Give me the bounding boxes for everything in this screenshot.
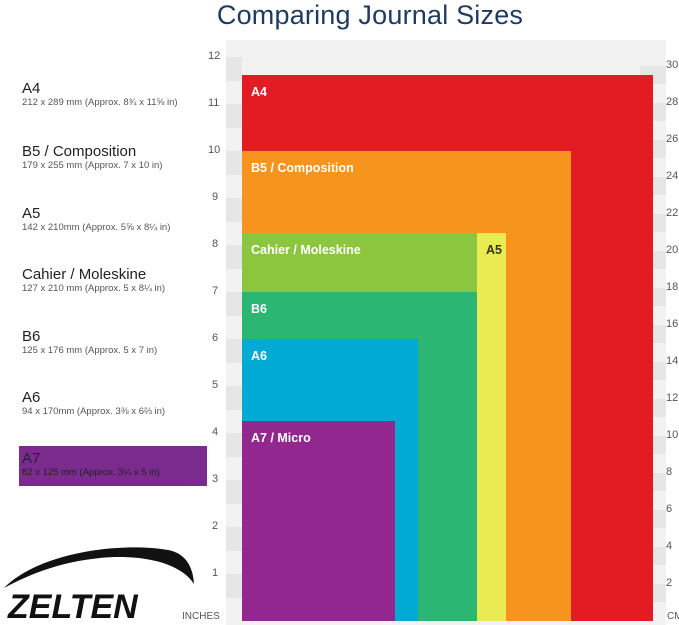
legend-name: B5 / Composition (22, 143, 137, 160)
inch-tick-label: 10 (208, 144, 221, 156)
inches-axis-label: INCHES (182, 611, 220, 622)
shape-label: A7 / Micro (251, 431, 311, 446)
cm-tick-label: 26 (666, 132, 679, 145)
shape-a7-micro: A7 / Micro (242, 421, 395, 621)
inch-tick-label: 3 (212, 473, 219, 485)
legend-name: A5 (22, 205, 41, 222)
legend-name: A4 (22, 80, 41, 97)
legend-dims: 125 x 176 mm (Approx. 5 x 7 in) (22, 345, 158, 356)
inch-tick-label: 6 (212, 332, 219, 344)
cm-tick-label: 8 (666, 465, 673, 478)
inch-stripe (226, 386, 242, 410)
inch-stripe (226, 527, 242, 551)
cm-tick-label: 28 (666, 95, 679, 108)
cm-tick-label: 20 (666, 243, 679, 256)
inch-tick-label: 2 (212, 520, 219, 532)
legend-dims: 82 x 125 mm (Approx. 3¼ x 5 in) (22, 467, 160, 478)
size-comparison-chart: 1 2 3 4 5 6 7 8 9 10 11 12 2 4 6 8 10 12 14 16 18 20 22 24 26 28… (182, 38, 679, 625)
legend-dims: 212 x 289 mm (Approx. 8¾ x 11⅝ in) (22, 97, 178, 108)
inch-tick-label: 5 (212, 379, 219, 391)
inch-stripe (226, 433, 242, 457)
page-title: Comparing Journal Sizes (216, 0, 524, 30)
legend-dims: 94 x 170mm (Approx. 3⅜ x 6⅔ in) (22, 406, 166, 417)
cm-tick-label: 22 (666, 206, 679, 219)
legend-dims: 127 x 210 mm (Approx. 5 x 8¼ in) (22, 283, 166, 294)
legend-item-a4: A4 212 x 289 mm (Approx. 8¾ x 11⅝ in) (22, 80, 204, 109)
inch-tick-label: 1 (212, 567, 219, 579)
brand-logo: ZELTEN (4, 547, 194, 623)
inch-stripe (226, 104, 242, 128)
logo-text: ZELTEN (7, 588, 139, 623)
inch-stripe (226, 198, 242, 222)
inch-tick-label: 7 (212, 285, 219, 297)
cm-tick-label: 10 (666, 428, 679, 441)
inch-tick-label: 8 (212, 238, 219, 250)
inch-stripe (226, 574, 242, 598)
legend-item-a5: A5 142 x 210mm (Approx. 5⅝ x 8¼ in) (22, 205, 204, 234)
shape-label: A5 (486, 243, 502, 258)
cm-tick-label: 24 (666, 169, 679, 182)
legend-item-b6: B6 125 x 176 mm (Approx. 5 x 7 in) (22, 328, 204, 357)
inch-tick-label: 4 (212, 426, 219, 438)
legend-item-a7: A7 82 x 125 mm (Approx. 3¼ x 5 in) (19, 446, 207, 486)
shape-label: Cahier / Moleskine (251, 243, 361, 258)
shape-label: B6 (251, 302, 267, 316)
inch-stripe (226, 151, 242, 175)
legend-dims: 179 x 255 mm (Approx. 7 x 10 in) (22, 160, 163, 171)
shape-label: B5 / Composition (251, 161, 354, 175)
legend-name: A6 (22, 389, 41, 406)
shape-label: A6 (251, 349, 267, 363)
legend-item-a6: A6 94 x 170mm (Approx. 3⅜ x 6⅔ in) (22, 389, 204, 418)
logo-swoosh (4, 547, 194, 588)
cm-tick-label: 2 (666, 576, 673, 589)
legend-item-b5: B5 / Composition 179 x 255 mm (Approx. 7… (22, 143, 204, 172)
inch-stripe (226, 292, 242, 316)
legend-name: A7 (22, 450, 41, 467)
cm-axis-label: CM (667, 611, 679, 622)
cm-tick-label: 30 (666, 58, 679, 71)
inch-tick-label: 12 (208, 50, 221, 62)
inch-stripe (226, 339, 242, 363)
cm-tick-label: 18 (666, 280, 679, 293)
inch-tick-label: 9 (212, 191, 219, 203)
inch-tick-label: 11 (208, 97, 220, 109)
inch-stripe (226, 57, 242, 81)
cm-tick-label: 6 (666, 502, 673, 515)
legend-name: B6 (22, 328, 41, 345)
cm-tick-label: 14 (666, 354, 679, 367)
cm-tick-label: 12 (666, 391, 679, 404)
inch-stripe (226, 480, 242, 504)
legend-dims: 142 x 210mm (Approx. 5⅝ x 8¼ in) (22, 222, 171, 233)
inch-stripe (226, 245, 242, 269)
legend-item-cahier: Cahier / Moleskine 127 x 210 mm (Approx.… (22, 266, 204, 295)
shape-label: A4 (251, 84, 267, 99)
cm-tick-label: 16 (666, 317, 679, 330)
cm-tick-label: 4 (666, 539, 673, 552)
legend-name: Cahier / Moleskine (22, 266, 147, 283)
